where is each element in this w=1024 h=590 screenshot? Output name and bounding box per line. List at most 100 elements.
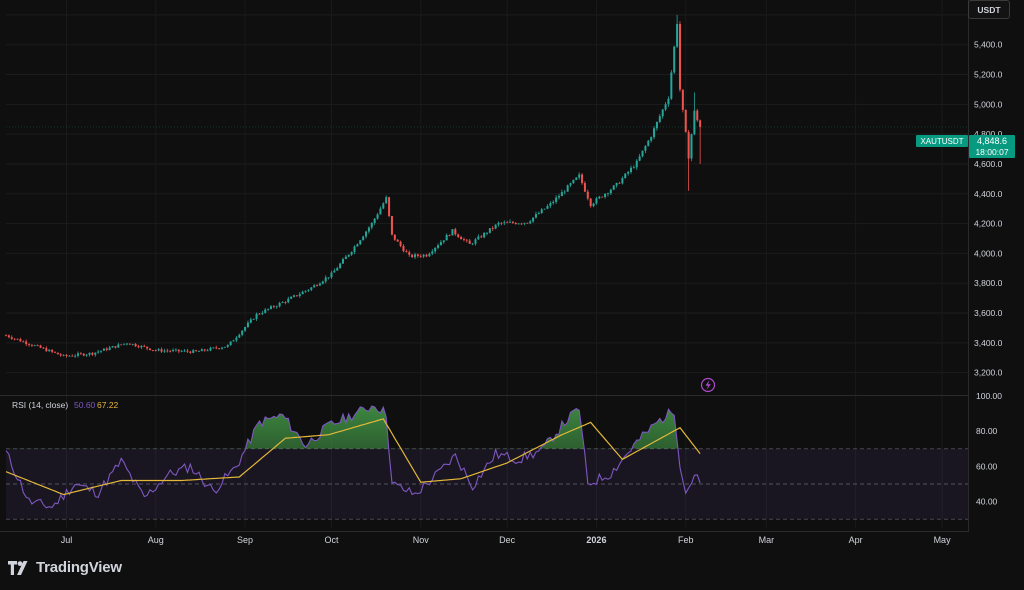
candle-body xyxy=(526,222,529,224)
candle-body xyxy=(169,350,172,352)
candle-body xyxy=(428,253,431,257)
candle-body xyxy=(356,244,359,247)
rsi-line xyxy=(5,405,701,509)
candle-body xyxy=(218,348,221,350)
candle-body xyxy=(290,296,293,299)
candle-body xyxy=(457,234,460,237)
time-axis-label: Oct xyxy=(324,535,339,545)
candle-body xyxy=(480,236,483,238)
candle-body xyxy=(16,338,19,340)
candle-body xyxy=(94,352,97,355)
candle-body xyxy=(287,298,290,303)
candle-body xyxy=(655,121,658,129)
time-axis-label: Sep xyxy=(237,535,253,545)
candle-body xyxy=(370,222,373,228)
candle-body xyxy=(488,228,491,233)
rsi-band-fill xyxy=(6,448,968,520)
candle-body xyxy=(465,239,468,241)
candle-body xyxy=(166,350,169,352)
candle-body xyxy=(163,350,166,352)
candle-body xyxy=(223,346,226,348)
candle-body xyxy=(238,334,241,338)
price-axis-tick-label: 5,400.0 xyxy=(974,40,1003,50)
candle-body xyxy=(468,240,471,244)
candle-body xyxy=(514,222,517,225)
rsi-value: 50.60 xyxy=(74,400,96,410)
candle-body xyxy=(578,174,581,178)
candle-body xyxy=(399,241,402,246)
candle-body xyxy=(174,349,177,351)
candle-body xyxy=(235,337,238,341)
candle-body xyxy=(108,347,111,350)
candle-body xyxy=(215,347,218,349)
candle-body xyxy=(416,254,419,256)
candle-body xyxy=(699,120,702,127)
candle-body xyxy=(543,208,546,210)
candle-body xyxy=(197,351,200,352)
candle-body xyxy=(408,252,411,255)
candle-body xyxy=(647,140,650,147)
candle-body xyxy=(203,349,206,351)
candle-body xyxy=(635,160,638,168)
candle-body xyxy=(131,343,134,345)
rsi-axis-tick-label: 60.00 xyxy=(976,461,998,471)
candle-body xyxy=(696,110,699,121)
chart-canvas[interactable]: 3,200.0 3,400.0 3,600.0 3,800.0 4,000.0 4,200… xyxy=(0,0,1024,548)
candle-body xyxy=(566,185,569,192)
rsi-title: RSI (14, close) xyxy=(12,400,68,410)
lightning-icon xyxy=(700,377,716,393)
candle-body xyxy=(687,132,690,159)
candle-body xyxy=(123,343,126,345)
candle-body xyxy=(434,247,437,252)
candle-body xyxy=(373,218,376,223)
candle-body xyxy=(474,239,477,244)
candle-body xyxy=(681,89,684,110)
candle-body xyxy=(330,272,333,278)
candle-body xyxy=(350,252,353,255)
candle-body xyxy=(143,345,146,347)
candle-body xyxy=(336,268,339,271)
candle-body xyxy=(520,223,523,225)
candle-body xyxy=(534,214,537,218)
candles-group xyxy=(4,14,702,358)
candle-body xyxy=(586,191,589,199)
candle-body xyxy=(51,349,54,352)
price-axis-tick-label: 4,600.0 xyxy=(974,159,1003,169)
candle-body xyxy=(301,291,304,295)
candle-body xyxy=(221,347,224,349)
candle-body xyxy=(353,246,356,253)
candle-body xyxy=(661,109,664,117)
candle-body xyxy=(76,353,80,356)
candle-body xyxy=(195,350,198,352)
candle-body xyxy=(581,174,584,184)
candle-body xyxy=(557,196,561,198)
candle-body xyxy=(552,201,555,204)
candle-body xyxy=(388,197,391,217)
time-axis-label: Nov xyxy=(413,535,430,545)
candle-body xyxy=(134,343,137,347)
tradingview-logo[interactable]: TradingView xyxy=(8,559,122,576)
candle-body xyxy=(100,350,103,352)
candle-body xyxy=(341,259,344,264)
last-price-label-bg xyxy=(969,135,1015,158)
candle-body xyxy=(258,313,261,315)
candle-body xyxy=(278,302,281,307)
candle-body xyxy=(442,240,445,243)
candle-body xyxy=(4,335,8,337)
candle-body xyxy=(601,196,604,198)
candle-body xyxy=(229,341,232,346)
candle-body xyxy=(431,251,434,254)
candle-body xyxy=(157,349,160,351)
candle-body xyxy=(676,23,679,47)
candle-body xyxy=(172,350,175,352)
candle-body xyxy=(186,350,189,352)
time-axis-label: Aug xyxy=(148,535,164,545)
candle-body xyxy=(180,351,183,352)
candle-body xyxy=(658,116,661,122)
candle-body xyxy=(62,354,65,356)
price-unit-button[interactable]: USDT xyxy=(968,0,1010,19)
candle-body xyxy=(483,232,486,238)
candle-body xyxy=(595,198,598,204)
candle-body xyxy=(460,236,463,240)
candle-body xyxy=(304,290,307,292)
